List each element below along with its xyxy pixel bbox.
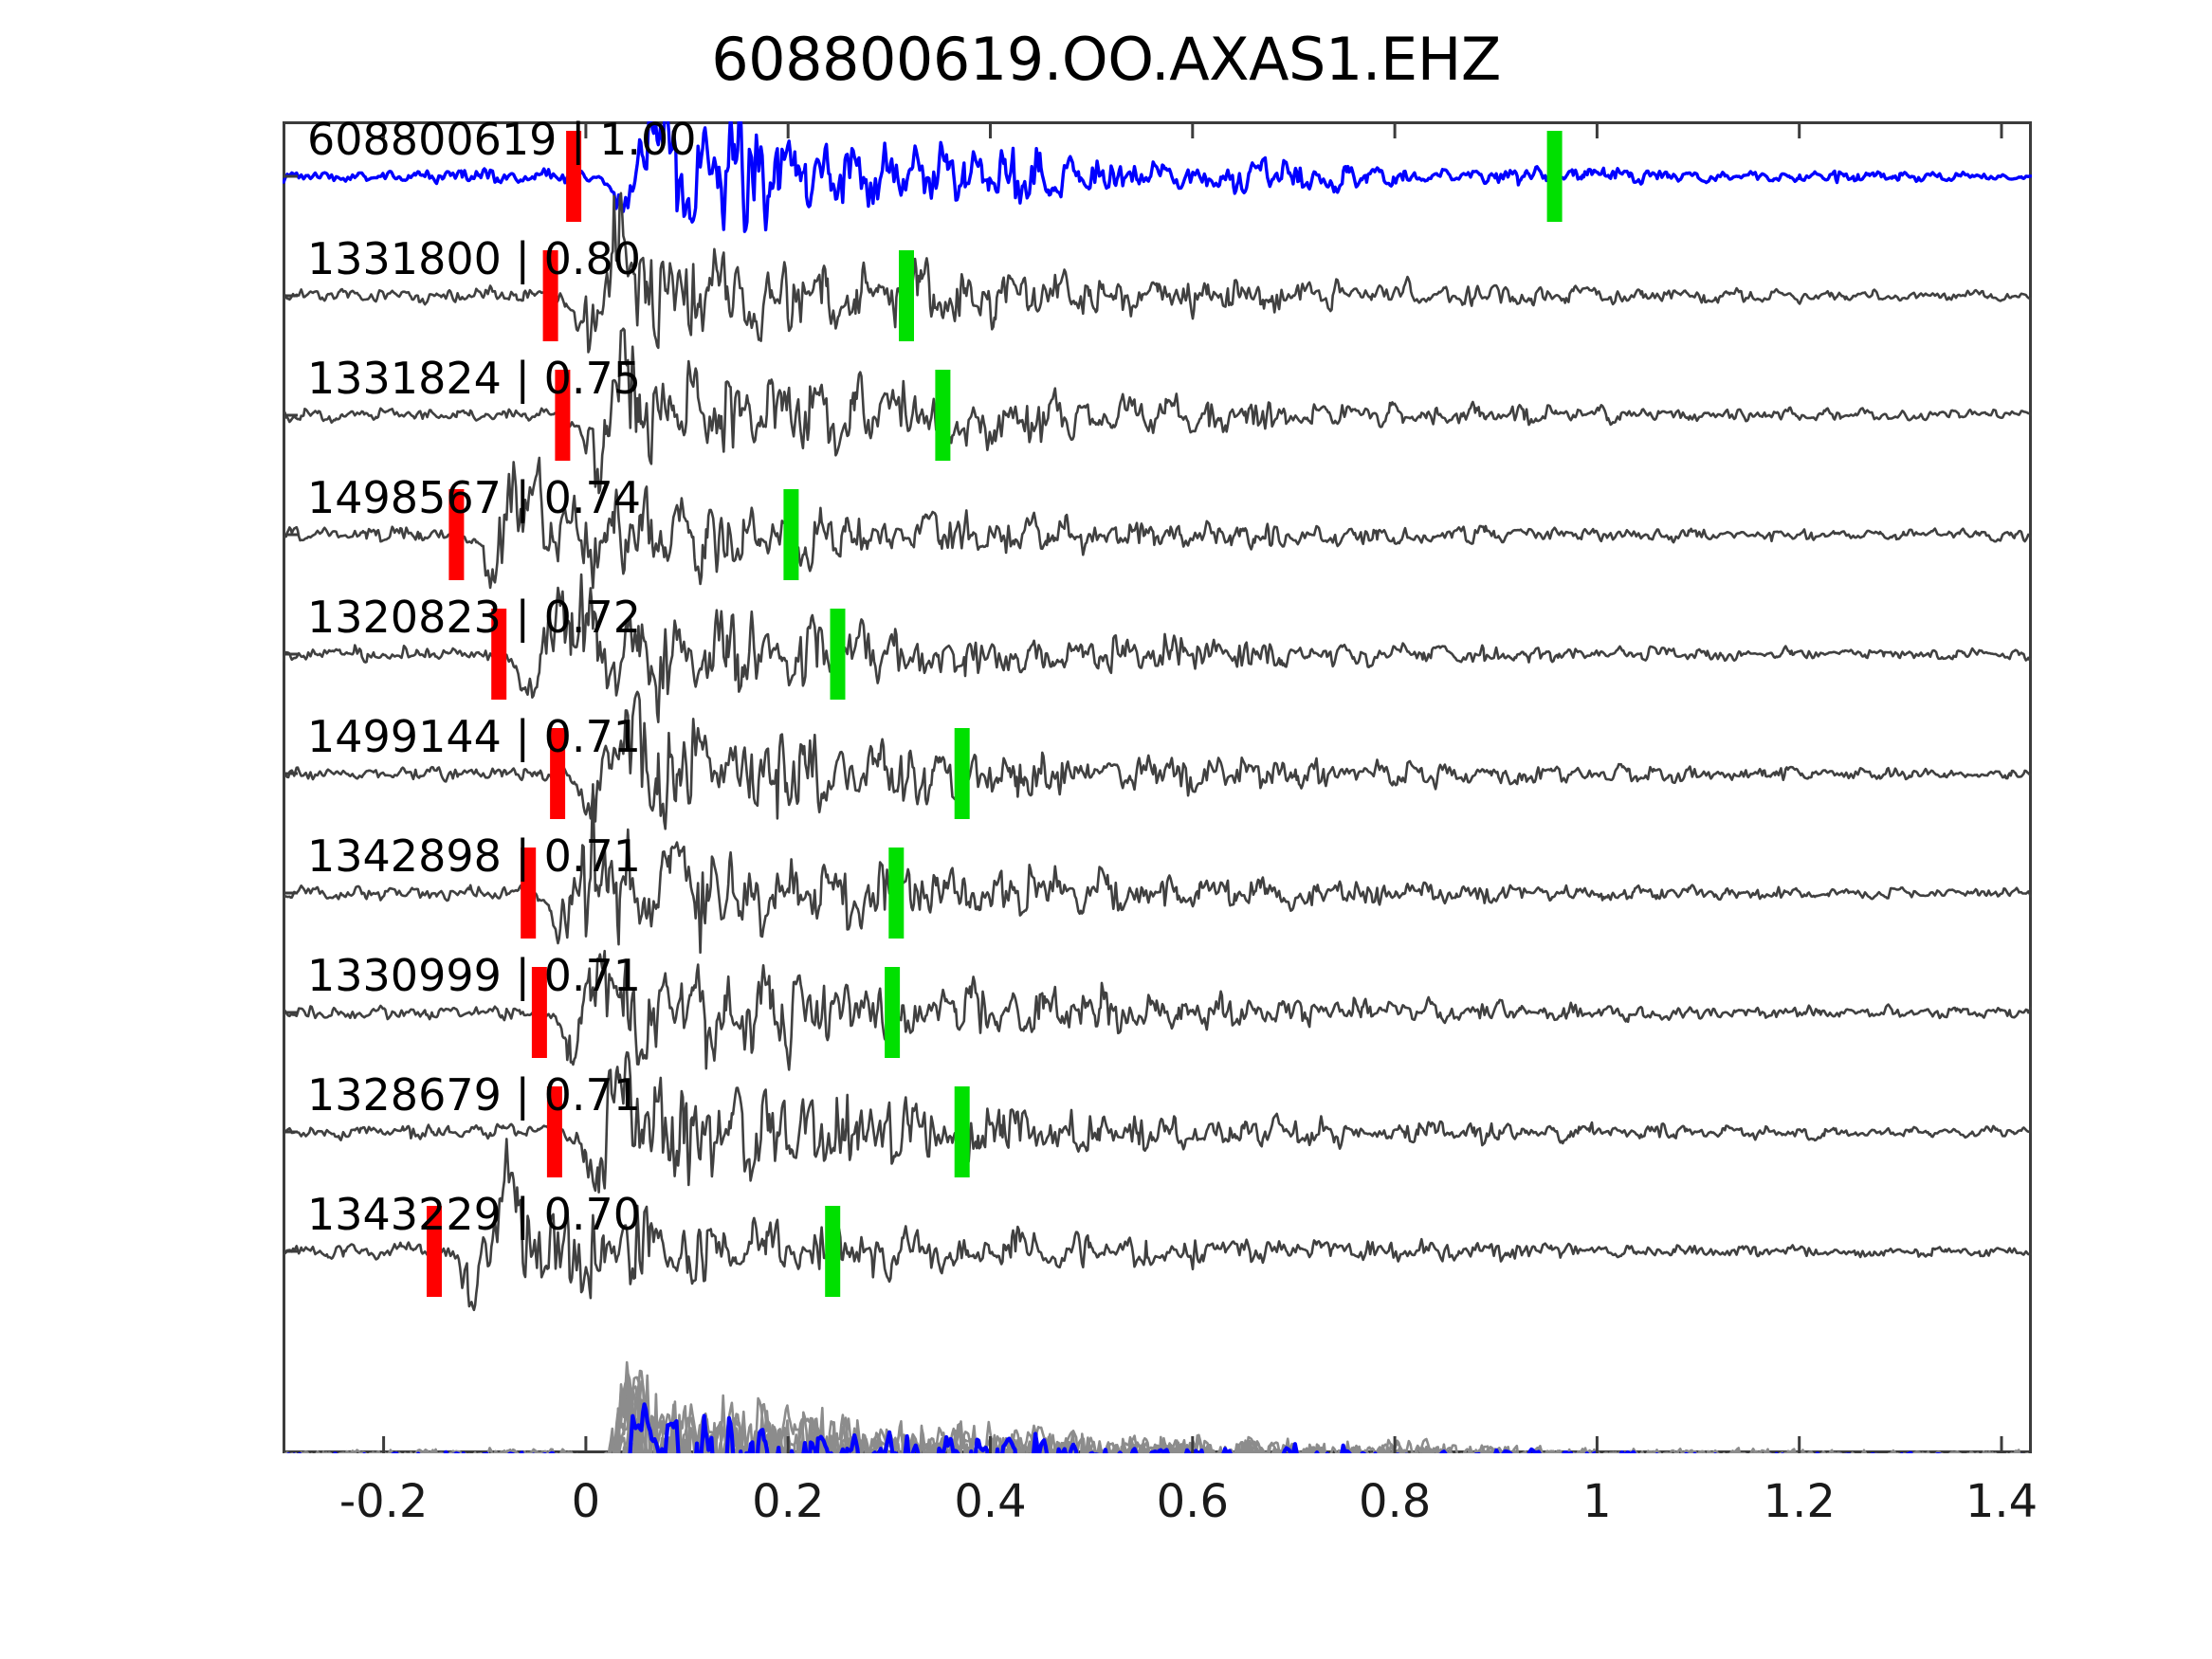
stack-background-trace	[302, 1380, 2022, 1453]
trace-row-1320823	[283, 573, 2032, 723]
x-tick-label: 1	[1582, 1475, 1612, 1528]
stack-background-trace	[284, 1369, 2021, 1453]
p-pick-marker	[550, 728, 566, 819]
x-tick-label: 0	[571, 1475, 601, 1528]
p-pick-marker	[427, 1206, 442, 1297]
p-pick-marker	[448, 489, 465, 580]
s-pick-marker	[885, 967, 901, 1058]
stack-template-trace	[286, 1402, 2023, 1453]
s-pick-marker	[825, 1206, 841, 1297]
p-pick-marker	[546, 1086, 562, 1177]
detection-waveform	[283, 690, 2032, 830]
trace-row-1498567	[283, 456, 2032, 590]
s-pick-marker	[954, 1086, 970, 1177]
detection-waveform	[283, 1138, 2032, 1312]
detection-waveform	[283, 327, 2032, 495]
p-pick-marker	[566, 131, 582, 222]
detection-waveform	[283, 1050, 2032, 1194]
trace-row-1331800	[283, 191, 2032, 354]
detection-waveform	[283, 783, 2032, 955]
stack-background-trace	[310, 1381, 2020, 1453]
trace-row-608800619	[283, 121, 2032, 233]
stack-background-trace	[285, 1374, 1993, 1453]
trace-row-1328679	[283, 1050, 2032, 1194]
plot-frame	[283, 121, 2032, 1453]
s-pick-marker	[1546, 131, 1563, 222]
p-pick-marker	[521, 848, 537, 939]
x-tick-label: 0.2	[752, 1475, 825, 1528]
s-pick-marker	[830, 609, 846, 700]
stack-background-trace	[283, 1360, 1998, 1453]
detection-waveform	[283, 949, 2032, 1071]
plot-area	[283, 121, 2032, 1453]
stacked-overlay	[283, 1360, 2029, 1453]
s-pick-marker	[899, 250, 914, 341]
s-pick-marker	[783, 489, 799, 580]
p-pick-marker	[491, 609, 507, 700]
s-pick-marker	[935, 370, 951, 461]
trace-row-1343229	[283, 1138, 2032, 1312]
trace-row-1330999	[283, 949, 2032, 1071]
p-pick-marker	[531, 967, 547, 1058]
detection-waveform	[283, 456, 2032, 590]
stack-background-trace	[319, 1376, 2018, 1453]
stack-background-trace	[293, 1385, 2029, 1453]
x-tick-label: 0.8	[1358, 1475, 1432, 1528]
s-pick-marker	[954, 728, 970, 819]
s-pick-marker	[888, 848, 905, 939]
x-tick-label: -0.2	[338, 1475, 429, 1528]
x-tick-label: 1.2	[1763, 1475, 1836, 1528]
stack-background-trace	[286, 1373, 2022, 1453]
x-tick-label: 0.6	[1156, 1475, 1229, 1528]
template-waveform	[283, 121, 2032, 233]
detection-waveform	[283, 573, 2032, 723]
trace-row-1342898	[283, 783, 2032, 955]
page-title: 608800619.OO.AXAS1.EHZ	[711, 25, 1501, 94]
trace-row-1331824	[283, 327, 2032, 495]
x-axis-ticks	[283, 121, 2003, 1453]
detection-waveform	[283, 191, 2032, 354]
x-tick-label: 0.4	[954, 1475, 1027, 1528]
x-tick-label: 1.4	[1965, 1475, 2038, 1528]
trace-row-1499144	[283, 690, 2032, 830]
p-pick-marker	[542, 250, 558, 341]
p-pick-marker	[555, 370, 571, 461]
waveform-canvas	[283, 121, 2032, 1453]
